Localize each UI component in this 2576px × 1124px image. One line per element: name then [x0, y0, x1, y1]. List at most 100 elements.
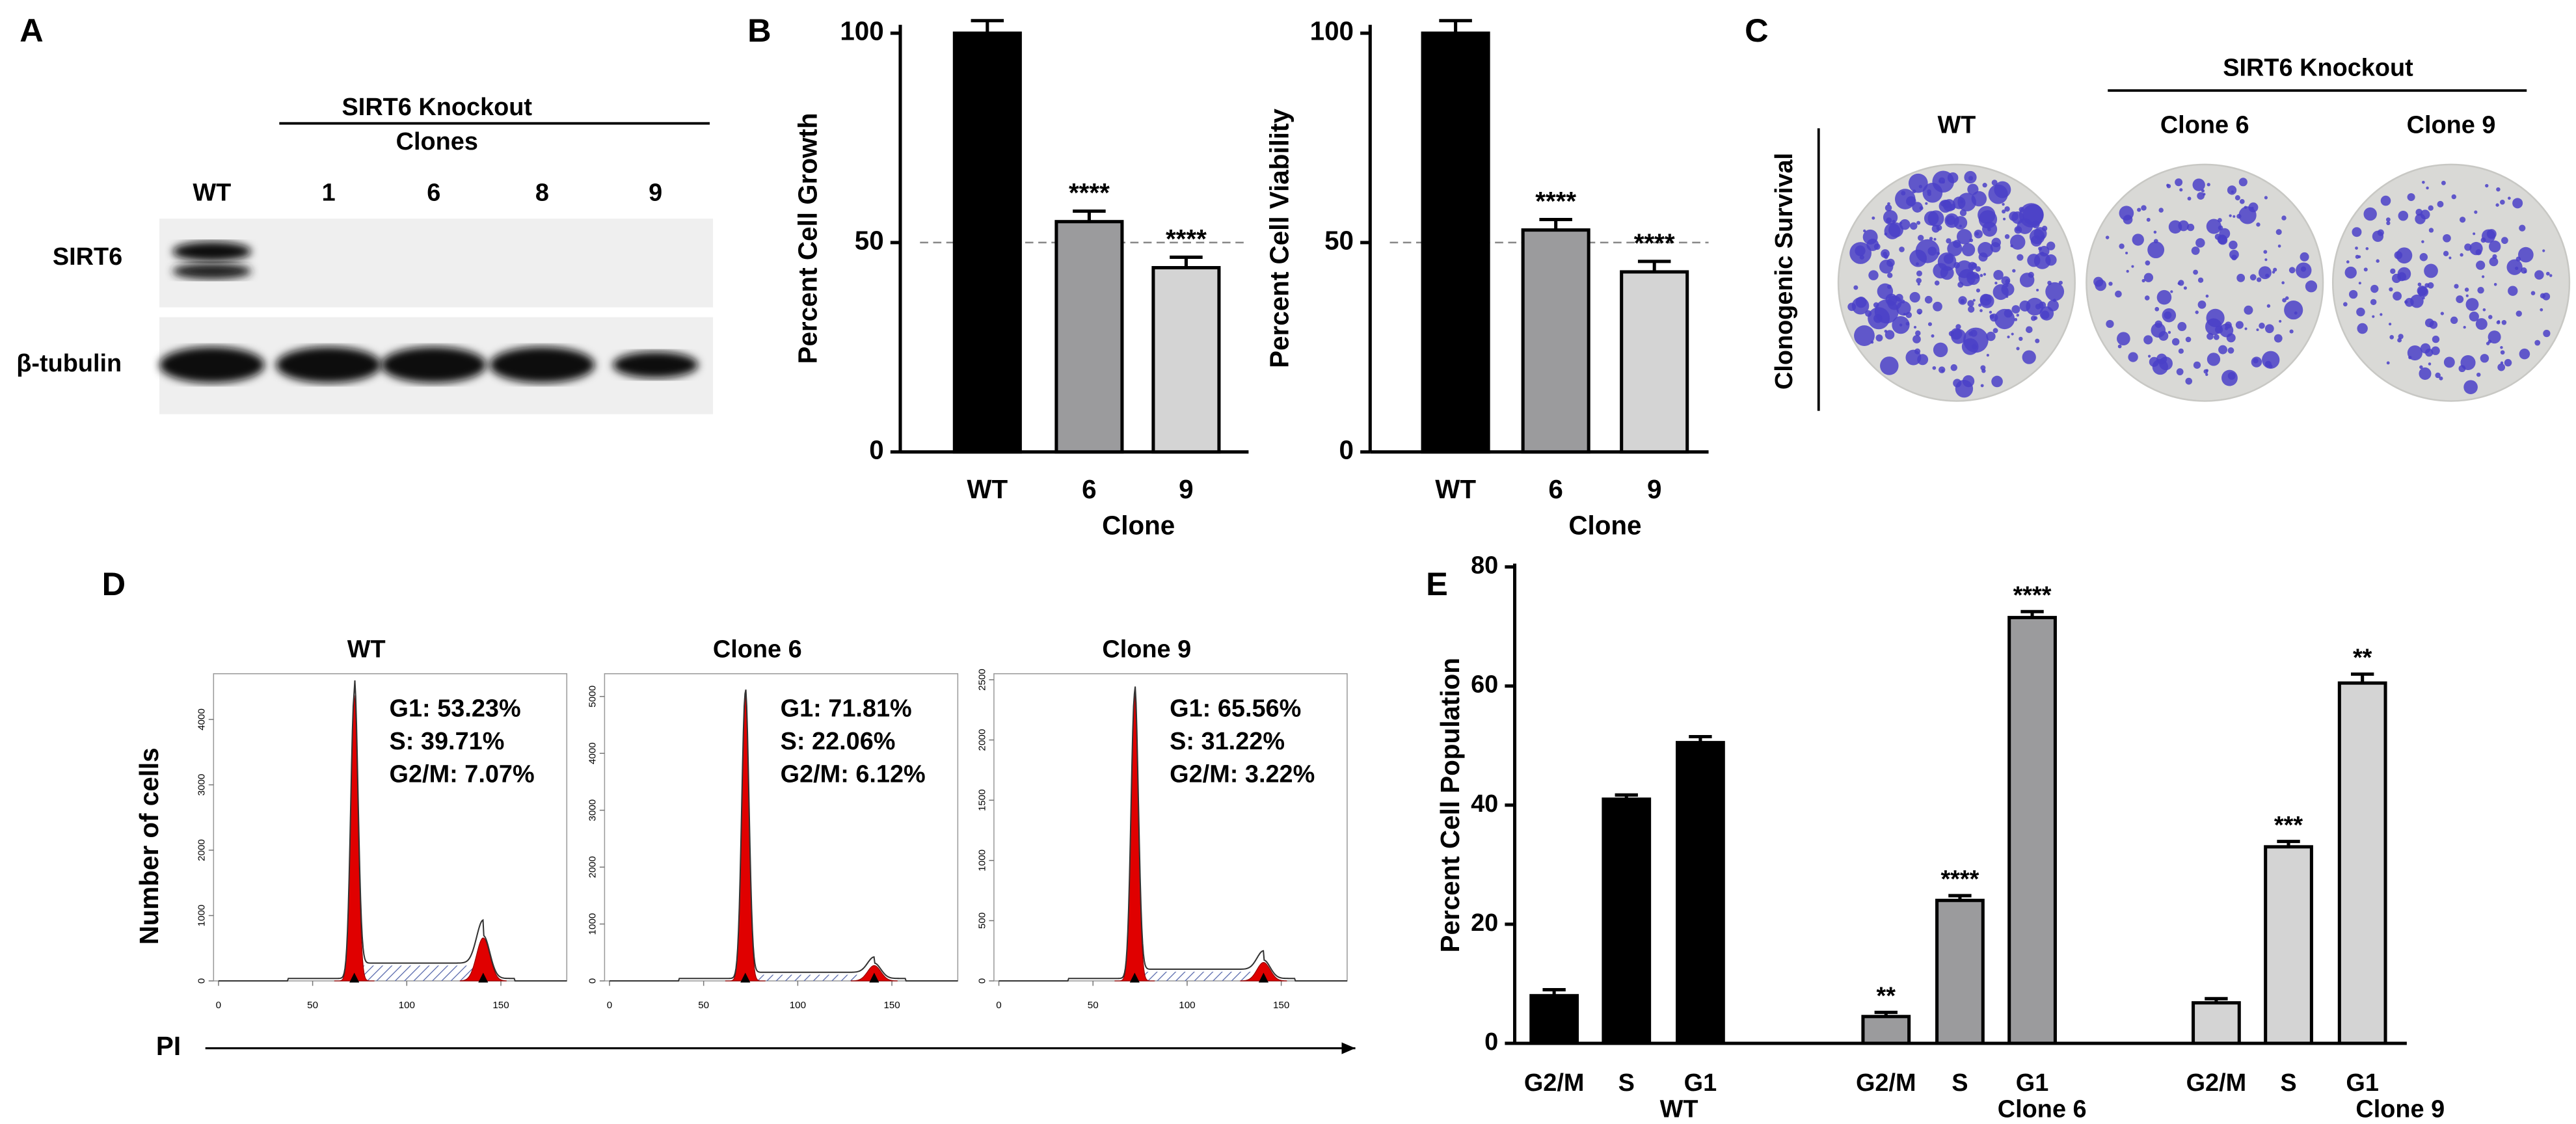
bar: [1421, 31, 1490, 454]
colony: [2179, 188, 2183, 192]
plate-label: WT: [1937, 112, 1976, 139]
group-label: WT: [1660, 1096, 1698, 1123]
colony: [2428, 205, 2434, 211]
colony: [2166, 183, 2171, 189]
bar: [1054, 220, 1124, 454]
colony: [1932, 366, 1937, 370]
colony: [2344, 266, 2357, 279]
colony: [2435, 372, 2441, 379]
band: [381, 347, 487, 383]
colony: [2426, 186, 2429, 190]
peak-marker: [740, 972, 751, 983]
colony: [1918, 235, 1924, 241]
colony: [2039, 246, 2050, 257]
colony: [2004, 309, 2013, 318]
colony: [2141, 205, 2147, 211]
colony: [1990, 314, 1998, 322]
colony: [1970, 329, 1978, 337]
x-tick-label: WT: [1435, 474, 1476, 504]
colony: [1934, 280, 1940, 286]
colony: [2545, 271, 2550, 276]
colony: [2187, 196, 2192, 201]
colony: [2132, 234, 2144, 246]
colony: [1862, 229, 1878, 245]
colony: [1991, 237, 2001, 248]
s-phase: [1134, 971, 1264, 982]
colony: [2358, 282, 2361, 285]
annotation: G2/M: 3.22%: [1170, 760, 1315, 788]
y-tick-label: 5000: [587, 686, 598, 708]
colony: [2427, 282, 2434, 289]
colony: [2205, 294, 2209, 298]
colony: [1933, 301, 1942, 312]
colony: [2464, 288, 2469, 292]
colony: [2386, 361, 2390, 365]
colony: [1976, 288, 1980, 293]
colony: [2171, 338, 2180, 346]
colony: [2365, 247, 2369, 250]
colony: [2404, 300, 2408, 304]
colony: [2264, 258, 2268, 261]
colony: [2263, 250, 2268, 254]
colony: [2117, 344, 2122, 349]
colony: [1905, 349, 1922, 366]
bar: [952, 31, 1022, 454]
panel-label: A: [20, 12, 43, 49]
x-tick-label: G2/M: [1856, 1069, 1916, 1097]
colony: [1979, 309, 1983, 312]
chart-title: WT: [347, 636, 386, 663]
colony: [2441, 180, 2446, 185]
y-tick-label: 4000: [587, 742, 598, 764]
x-tick-label: G1: [2346, 1069, 2379, 1097]
colony: [2443, 234, 2451, 243]
colony: [1905, 312, 1912, 319]
colony: [2465, 294, 2469, 297]
colony: [2177, 322, 2187, 331]
colony: [1849, 242, 1872, 264]
colony: [2193, 361, 2201, 369]
colony: [2281, 281, 2285, 285]
colony: [2431, 346, 2440, 355]
colony: [2162, 308, 2177, 323]
plate-label: Clone 6: [2160, 112, 2249, 139]
colony: [2007, 335, 2010, 339]
plate: [2086, 163, 2324, 402]
colony: [1993, 269, 2004, 280]
colony: [2397, 338, 2402, 343]
colony: [1927, 189, 1931, 194]
colony: [2012, 269, 2016, 273]
colony: [2153, 230, 2157, 234]
colony: [1886, 284, 1892, 289]
colony: [2488, 240, 2501, 253]
colony: [2279, 319, 2282, 323]
colony: [2480, 354, 2489, 363]
colony: [2493, 283, 2497, 286]
colony: [1885, 204, 1892, 211]
colony: [2475, 249, 2482, 256]
colony: [2477, 286, 2484, 294]
colony: [1884, 254, 1888, 260]
colony: [1909, 249, 1927, 267]
annotation: S: 39.71%: [390, 728, 505, 755]
y-tick-label: 4000: [196, 708, 208, 730]
bar: [2264, 845, 2313, 1045]
colony: [2488, 340, 2492, 343]
colony: [2119, 243, 2125, 249]
colony: [2115, 290, 2122, 298]
colony: [2258, 266, 2272, 280]
colony: [2106, 319, 2114, 328]
colony: [2407, 345, 2423, 361]
colony: [2234, 195, 2240, 201]
colony: [2288, 267, 2296, 274]
x-axis-label: Clone: [1568, 511, 1641, 541]
annotation: G1: 53.23%: [390, 695, 521, 722]
peak-marker: [478, 972, 489, 983]
colony: [2474, 210, 2478, 214]
colony: [2093, 276, 2104, 287]
colony: [2417, 286, 2428, 297]
colony: [1854, 325, 1875, 346]
g2-peak: [1240, 962, 1287, 982]
colony: [2443, 250, 2449, 256]
colony: [2183, 286, 2187, 290]
colony: [2289, 329, 2294, 334]
